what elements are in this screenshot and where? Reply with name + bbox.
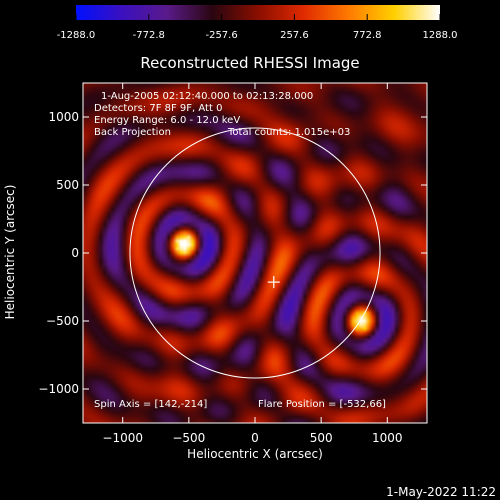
axis-ticks: −1000 −500 0 500 1000 −1000 −500 0 500 1000 xyxy=(38,83,427,445)
y-tick-label: −1000 xyxy=(38,382,79,396)
colorbar-tick-label: 1288.0 xyxy=(423,30,458,41)
flare-position-label: Flare Position = [-532,66] xyxy=(258,399,386,410)
y-tick-label: −500 xyxy=(46,314,79,328)
detectors-label: Detectors: 7F 8F 9F, Att 0 xyxy=(94,103,222,114)
x-tick-label: −500 xyxy=(172,431,205,445)
plot-area xyxy=(83,83,427,423)
y-axis-label: Heliocentric Y (arcsec) xyxy=(3,185,17,320)
x-tick-label: −1000 xyxy=(102,431,143,445)
reconstructed-image xyxy=(83,83,427,423)
x-axis-label: Heliocentric X (arcsec) xyxy=(187,447,323,461)
colorbar-tick-label: 257.6 xyxy=(280,30,309,41)
colorbar: -1288.0 -772.8 -257.6 257.6 772.8 1288.0 xyxy=(57,5,458,41)
time-range-label: 1-Aug-2005 02:12:40.000 to 02:13:28.000 xyxy=(101,91,313,102)
timestamp: 1-May-2022 11:22 xyxy=(386,485,496,499)
colorbar-tick-label: -772.8 xyxy=(133,30,165,41)
y-tick-label: 500 xyxy=(56,178,79,192)
chart-title: Reconstructed RHESSI Image xyxy=(140,54,359,72)
solar-limb-circle xyxy=(129,127,381,379)
x-tick-label: 1000 xyxy=(372,431,403,445)
colorbar-tick-label: -257.6 xyxy=(205,30,237,41)
spin-axis-cross-marker xyxy=(267,276,280,289)
total-counts-label: Total counts: 1.015e+03 xyxy=(227,127,350,138)
x-tick-label: 500 xyxy=(310,431,333,445)
colorbar-tick-label: 772.8 xyxy=(353,30,382,41)
colorbar-ticks: -1288.0 -772.8 -257.6 257.6 772.8 1288.0 xyxy=(57,14,458,41)
method-label: Back Projection xyxy=(94,127,171,138)
y-tick-label: 0 xyxy=(71,246,79,260)
x-tick-label: 0 xyxy=(251,431,259,445)
colorbar-tick-label: -1288.0 xyxy=(57,30,96,41)
energy-range-label: Energy Range: 6.0 - 12.0 keV xyxy=(94,115,240,126)
spin-axis-label: Spin Axis = [142,-214] xyxy=(94,399,207,410)
y-tick-label: 1000 xyxy=(48,110,79,124)
colorbar-strip xyxy=(76,5,440,20)
